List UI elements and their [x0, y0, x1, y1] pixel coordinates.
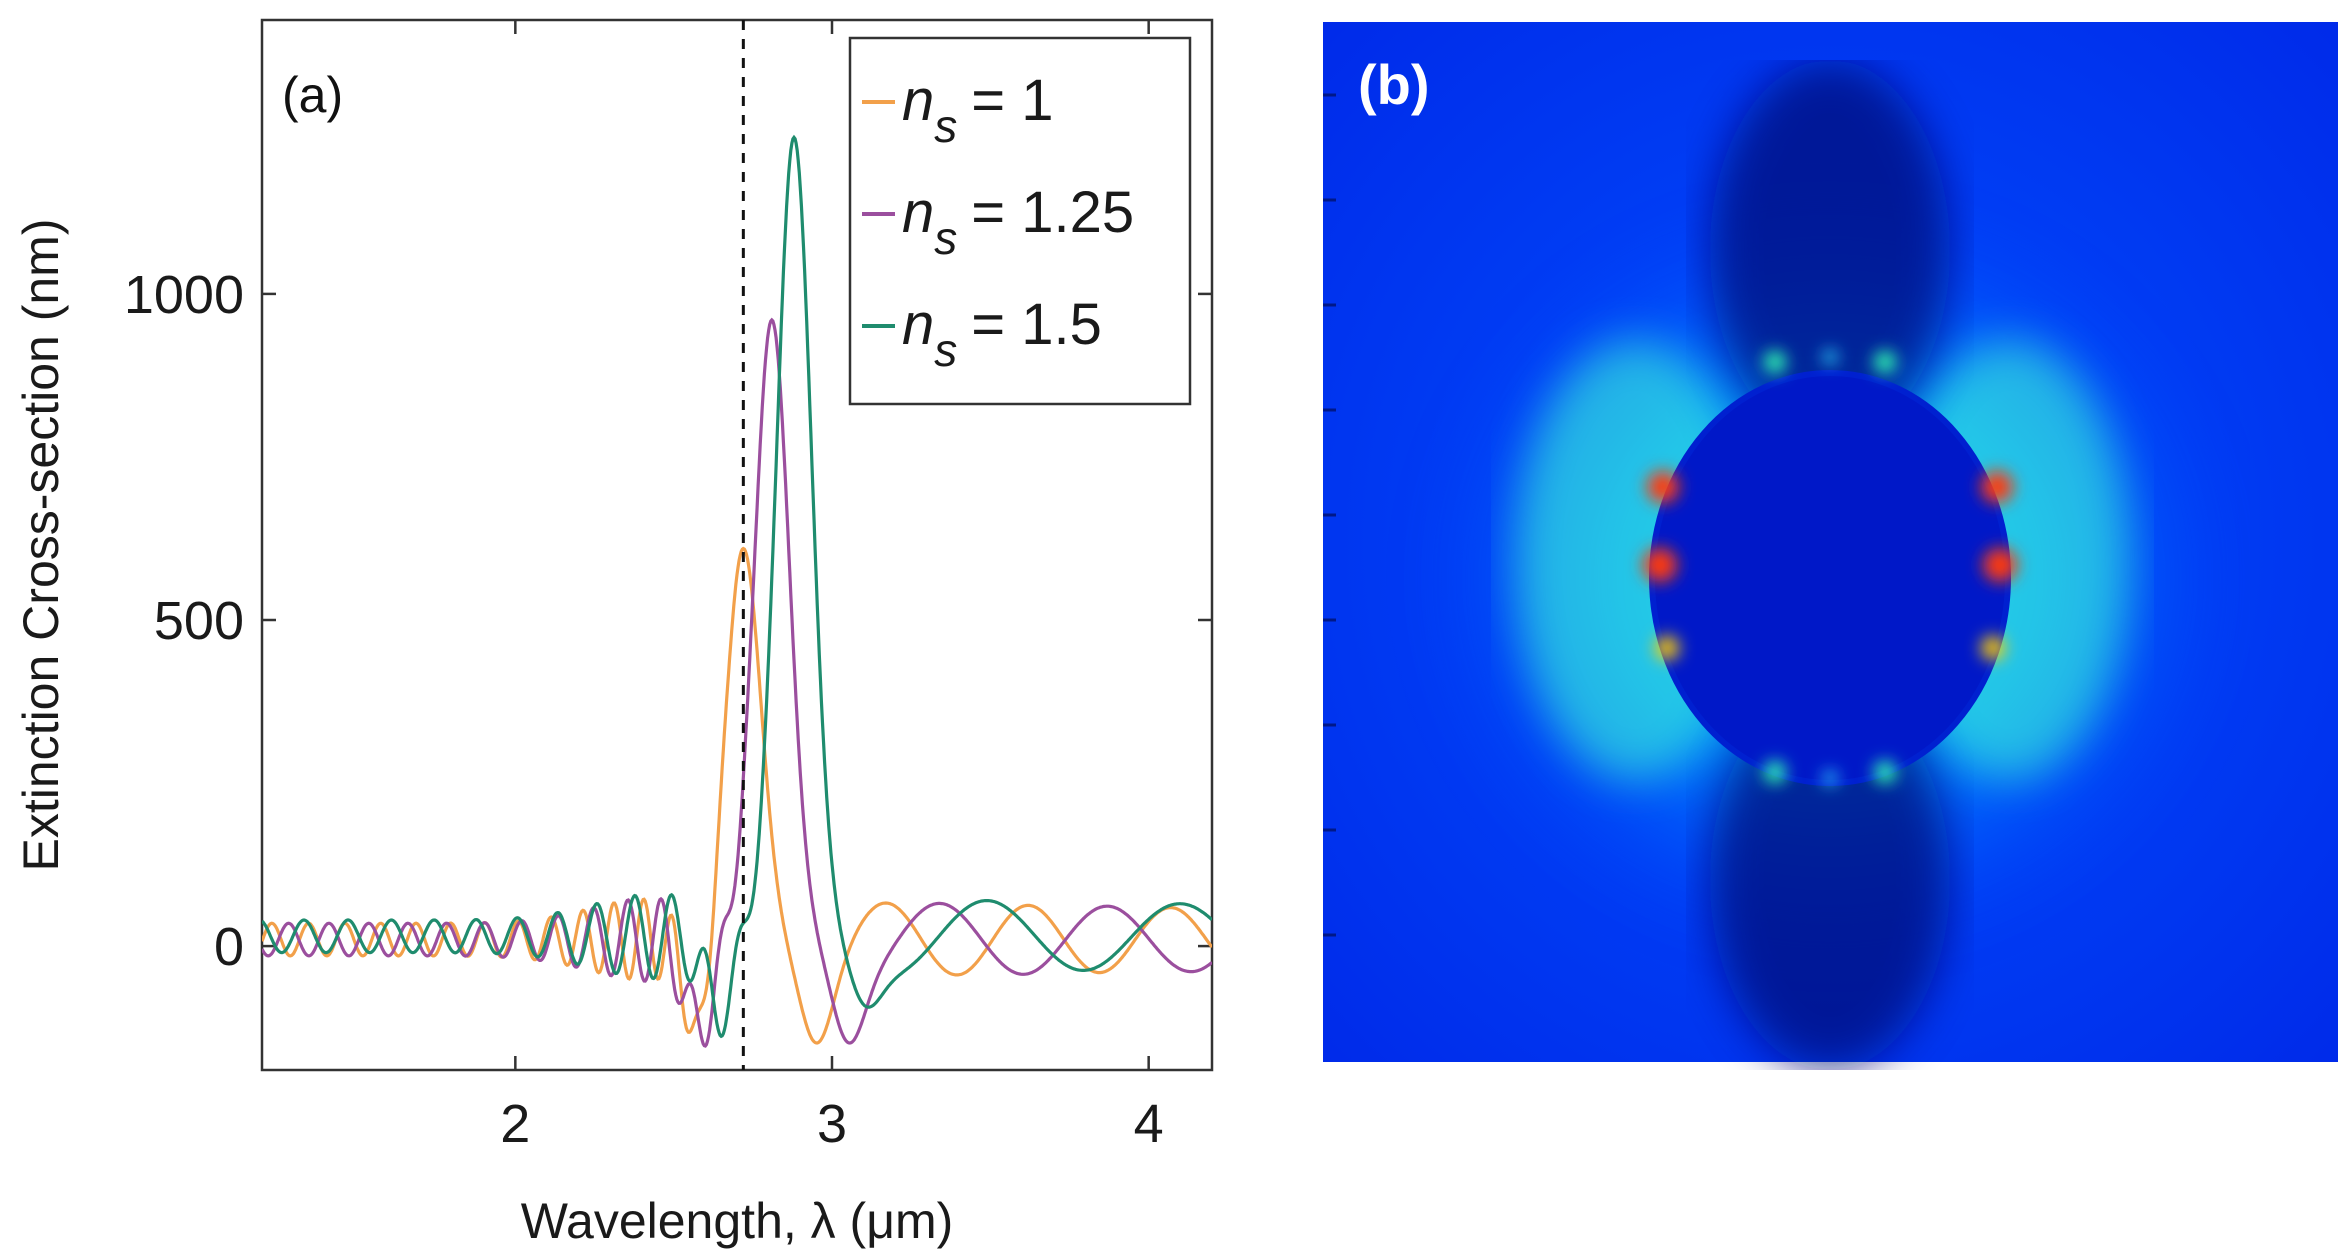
x-axis-title: Wavelength, λ (μm)	[521, 1193, 954, 1249]
heatmap-left-ticks	[1323, 95, 1336, 935]
panel-a-line-chart: 0 500 1000 2 3 4 (a) Extinction Cross-sectio…	[13, 18, 1214, 1249]
series-line-1	[262, 546, 1212, 1045]
dark-lobe-bottom	[1710, 690, 1950, 1070]
legend-box	[848, 36, 1192, 406]
x-tick-label: 4	[1134, 1094, 1164, 1154]
x-axis-ticks: 2 3 4	[500, 20, 1164, 1154]
series-line-3	[262, 134, 1212, 1039]
dark-lobe-top	[1710, 60, 1950, 440]
panel-a-label: (a)	[282, 67, 343, 123]
y-axis-title: Extinction Cross-section (nm)	[13, 219, 69, 872]
legend: ns = 1 ns = 1.25 ns = 1.5	[848, 36, 1192, 406]
legend-label-3: ns = 1.5	[902, 292, 1102, 376]
panel-b-label: (b)	[1358, 53, 1430, 116]
x-tick-label: 2	[500, 1094, 530, 1154]
y-tick-label: 1000	[124, 265, 244, 325]
particle-interior	[1652, 373, 2008, 783]
x-tick-label: 3	[817, 1094, 847, 1154]
heatmap-field	[1323, 60, 2250, 1070]
legend-label-2: ns = 1.25	[902, 180, 1134, 264]
series-lines	[262, 134, 1212, 1048]
y-axis-ticks: 0 500 1000	[124, 265, 1212, 977]
panel-b-field-heatmap: (b)	[1323, 22, 2338, 1070]
y-tick-label: 500	[154, 591, 244, 651]
hotspots	[1643, 350, 2017, 785]
y-tick-label: 0	[214, 917, 244, 977]
legend-label-1: ns = 1	[902, 68, 1054, 152]
